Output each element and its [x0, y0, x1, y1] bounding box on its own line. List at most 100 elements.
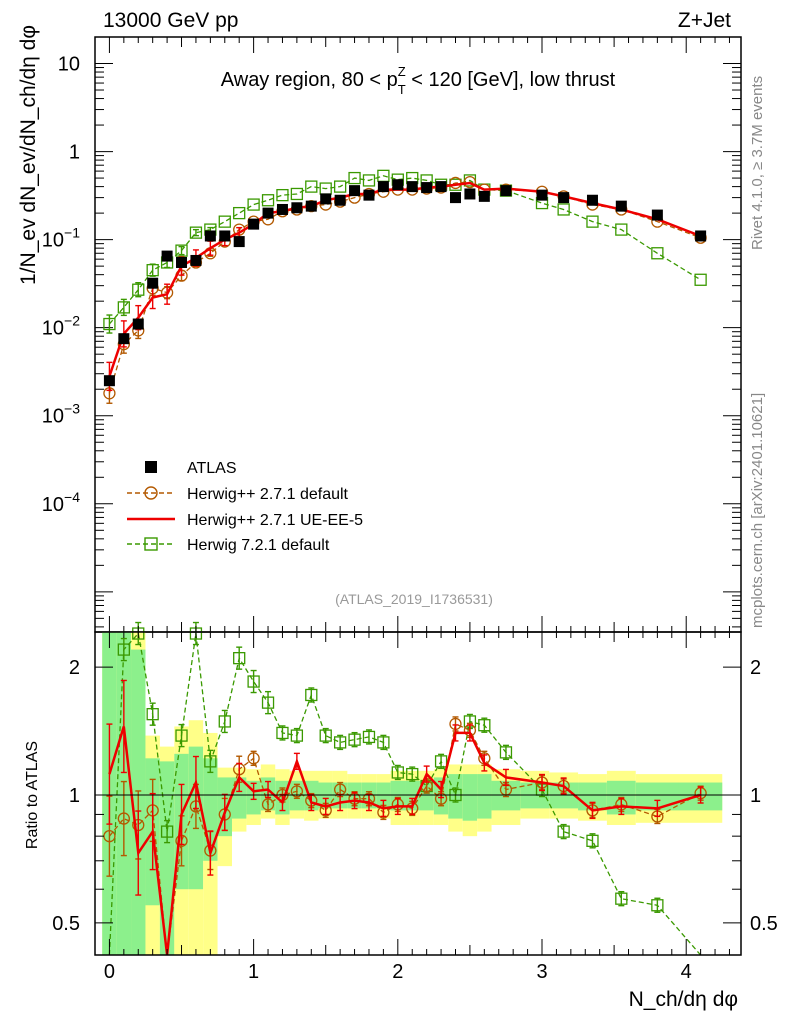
ratio-point-herwig7-default — [406, 767, 419, 781]
ratio-point-herwigpp-default — [247, 752, 260, 765]
ratio-line-herwigpp-ueee5 — [108, 726, 701, 956]
point-herwig7-default — [305, 180, 318, 193]
point-herwig7-default — [175, 244, 188, 257]
ratio-y-tick-label-right: 0.5 — [750, 913, 778, 935]
point-atlas — [615, 200, 627, 212]
main-y-tick-label: 10−4 — [42, 489, 80, 516]
ratio-point-herwigpp-default — [117, 812, 130, 825]
point-herwig7-default — [146, 264, 159, 277]
side-label-top: Rivet 4.1.0, ≥ 3.7M events — [749, 76, 766, 250]
ratio-band-stat — [462, 774, 478, 821]
point-atlas — [219, 230, 231, 242]
point-atlas — [190, 254, 202, 266]
ratio-point-herwig7-default — [319, 729, 332, 742]
series-line-herwigpp-default — [108, 181, 701, 394]
x-tick-label: 1 — [248, 961, 259, 983]
point-atlas — [435, 181, 447, 193]
point-atlas — [118, 333, 130, 345]
point-herwig7-default — [103, 317, 116, 331]
point-herwig7-default — [694, 273, 707, 286]
point-atlas — [421, 182, 433, 194]
ratio-point-herwig7-default — [615, 892, 628, 905]
ratio-point-herwig7-default — [117, 643, 130, 656]
point-atlas — [334, 194, 346, 206]
ratio-point-herwig7-default — [478, 719, 491, 732]
x-tick-label: 3 — [536, 961, 547, 983]
ratio-point-herwig7-default — [305, 688, 318, 702]
point-atlas — [176, 256, 188, 268]
ratio-point-herwig7-default — [499, 746, 513, 759]
point-atlas — [363, 189, 375, 201]
point-atlas — [233, 236, 245, 248]
point-atlas — [586, 194, 598, 206]
point-atlas — [248, 218, 260, 230]
ratio-band-stat — [159, 761, 175, 955]
x-tick-label: 4 — [681, 961, 692, 983]
main-y-tick-label: 10 — [58, 54, 80, 76]
ratio-point-herwigpp-default — [290, 785, 304, 798]
ratio-series — [103, 621, 707, 956]
ratio-point-herwig7-default — [218, 715, 231, 728]
ratio-point-herwig7-default — [146, 708, 159, 721]
point-atlas — [536, 189, 548, 201]
ratio-point-herwig7-default — [377, 736, 390, 749]
ratio-y-tick-label: 1 — [69, 785, 80, 807]
ratio-band-stat — [390, 780, 406, 811]
legend-label-atlas: ATLAS — [187, 460, 237, 477]
point-herwig7-default — [132, 283, 145, 296]
main-y-tick-label: 10−1 — [42, 225, 80, 252]
point-atlas — [349, 185, 361, 197]
ratio-point-herwig7-default — [204, 755, 217, 768]
point-atlas — [392, 179, 404, 191]
point-atlas — [147, 277, 159, 289]
point-herwig7-default — [651, 247, 664, 260]
ratio-y-tick-label-right: 1 — [750, 785, 761, 807]
point-atlas — [320, 193, 332, 205]
point-atlas — [276, 203, 288, 215]
x-ticks: 0 1 2 3 4 — [94, 37, 730, 983]
point-atlas — [695, 230, 707, 242]
point-atlas — [558, 192, 570, 204]
point-atlas — [406, 181, 418, 193]
ratio-point-herwig7-default — [333, 736, 347, 749]
tick-base: 1 — [69, 142, 80, 164]
point-atlas — [291, 202, 303, 214]
ratio-point-herwig7-default — [261, 696, 275, 709]
ratio-point-herwig7-default — [557, 825, 570, 838]
point-atlas — [377, 181, 389, 193]
legend-label-herwig7-default: Herwig 7.2.1 default — [187, 537, 330, 554]
point-herwigpp-default — [463, 175, 477, 189]
point-herwig7-default — [117, 301, 130, 314]
legend: ATLAS Herwig++ 2.7.1 default Herwig++ 2.… — [127, 460, 363, 554]
legend-marker-herwigpp-default — [144, 486, 158, 500]
ratio-point-herwig7-default — [586, 834, 599, 847]
tick-exponent: −1 — [64, 225, 80, 241]
ratio-point-herwig7-default — [391, 766, 404, 779]
ratio-point-herwig7-default — [160, 825, 174, 838]
point-herwig7-default — [333, 180, 347, 193]
x-tick-label: 2 — [392, 961, 403, 983]
ratio-point-herwig7-default — [247, 675, 260, 688]
point-herwig7-default — [261, 194, 275, 207]
ratio-ticks: 0.5 0.5 1 1 2 2 — [52, 657, 778, 935]
point-herwig7-default — [586, 215, 599, 228]
x-tick-label: 0 — [104, 961, 115, 983]
main-y-tick-label: 10−3 — [42, 401, 80, 428]
point-atlas — [305, 200, 317, 212]
point-atlas — [103, 375, 115, 387]
point-atlas — [464, 188, 476, 200]
main-y-label: 1/N_ev dN_ev/dN_ch/dη dφ — [17, 25, 40, 285]
point-herwig7-default — [218, 215, 231, 228]
ratio-point-herwig7-default — [651, 899, 664, 912]
plot-title: Away region, 80 < pZ T < 120 [GeV], low t… — [221, 64, 616, 97]
header-right: Z+Jet — [678, 9, 731, 32]
point-atlas — [449, 192, 461, 204]
tick-base: 10 — [42, 230, 64, 252]
point-herwig7-default — [247, 198, 260, 211]
main-y-tick-label: 10−2 — [42, 313, 80, 340]
tick-base: 10 — [58, 54, 80, 76]
legend-marker-atlas — [145, 461, 157, 473]
tick-base: 10 — [42, 494, 64, 516]
ratio-point-herwig7-default — [434, 755, 448, 768]
